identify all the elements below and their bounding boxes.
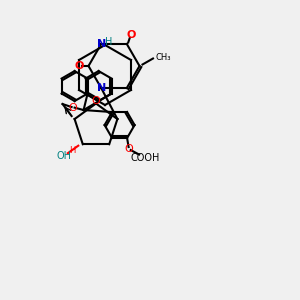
Text: O: O (125, 143, 134, 154)
Text: H: H (105, 38, 112, 47)
Text: OH: OH (57, 151, 72, 160)
Text: O: O (75, 61, 84, 71)
Text: O: O (92, 95, 100, 106)
Text: H: H (69, 146, 76, 155)
Text: O: O (127, 30, 136, 40)
Text: CH₃: CH₃ (156, 52, 172, 62)
Text: COOH: COOH (130, 152, 160, 163)
Text: N: N (97, 83, 106, 93)
Text: O: O (69, 103, 77, 112)
Text: N: N (97, 39, 106, 49)
